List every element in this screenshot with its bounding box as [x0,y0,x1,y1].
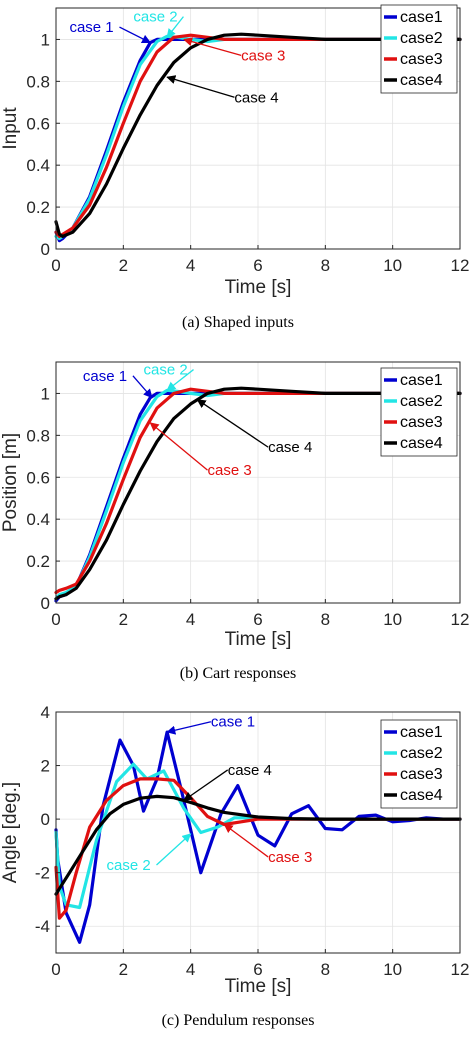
legend-label-case3: case3 [400,51,443,68]
series-line-case3 [54,387,462,595]
legend-label-case4: case4 [400,787,443,804]
annotation-arrow [183,37,242,57]
x-tick-label: 8 [321,610,330,629]
x-tick-label: 2 [119,256,128,275]
legend: case1 case2 case3 case4 [380,4,458,94]
legend-label-case3: case3 [400,766,443,783]
series-line-case2 [54,388,462,601]
y-tick-label: 0.4 [26,510,50,529]
x-tick-label: 4 [186,960,195,979]
legend-label-case2: case2 [400,30,443,47]
series-line-case4 [54,32,462,238]
y-tick-label: 0.8 [26,426,50,445]
legend-label-case1: case1 [400,9,443,26]
y-tick-label: 0.8 [26,72,50,91]
annotation-label: case 4 [268,439,312,456]
y-tick-label: 0.4 [26,156,50,175]
legend-label-case3: case3 [400,414,443,431]
legend-label-case2: case2 [400,393,443,410]
y-tick-label: 1 [41,384,50,403]
legend: case1 case2 case3 case4 [380,719,458,809]
chart-panel-1: 0 2 4 6 8 10 12 0 0.2 0.4 0.6 0.8 1 Time [s] Input (a) … [0,4,470,331]
figure-caption: (c) Pendulum responses [162,1012,315,1029]
y-tick-label: 0 [41,240,50,259]
legend-label-case2: case2 [400,745,443,762]
y-tick-label: 0 [41,810,50,829]
x-tick-label: 0 [51,256,60,275]
series-line-case3 [54,33,462,238]
x-axis-label: Time [s] [225,976,292,997]
y-tick-label: 1 [41,30,50,49]
annotation-arrow [166,75,235,98]
y-axis-label: Input [0,107,21,150]
y-tick-label: 0.6 [26,114,50,133]
annotation-arrow [223,823,269,858]
annotation-arrow [156,833,192,866]
annotation-arrow [196,399,269,448]
figure-caption: (a) Shaped inputs [182,314,294,331]
annotation-label: case 3 [268,849,312,866]
x-tick-label: 6 [253,610,262,629]
chart-panel-3: 0 2 4 6 8 10 12 -4 -2 0 2 4 Time [s] Angle [deg.] (c) … [0,703,469,1029]
y-tick-label: 0.6 [26,468,50,487]
annotation-arrow [149,422,208,471]
y-tick-label: 4 [41,703,50,722]
y-tick-label: 2 [41,757,50,776]
x-tick-label: 2 [119,610,128,629]
figure-caption: (b) Cart responses [180,665,296,682]
x-tick-label: 6 [253,256,262,275]
x-tick-label: 4 [186,256,195,275]
series-line-case4 [54,386,462,601]
annotation-arrow [183,769,229,801]
y-tick-label: -2 [35,864,50,883]
annotation-arrow [166,721,212,735]
y-axis-label: Angle [deg.] [0,782,21,883]
x-axis-label: Time [s] [225,629,292,650]
x-tick-label: 4 [186,610,195,629]
y-axis-label: Position [m] [0,433,21,532]
x-tick-label: 12 [451,960,470,979]
annotation-arrow [119,26,152,44]
x-axis-label: Time [s] [225,277,292,298]
chart-panel-2: 0 2 4 6 8 10 12 0 0.2 0.4 0.6 0.8 1 Time [s] Position … [0,361,470,682]
legend-label-case4: case4 [400,72,443,89]
annotation-label: case 2 [144,362,188,379]
y-tick-label: 0.2 [26,552,50,571]
x-tick-label: 0 [51,960,60,979]
x-tick-label: 12 [451,610,470,629]
annotation-label: case 2 [133,9,177,26]
x-tick-label: 10 [383,256,402,275]
x-tick-label: 6 [253,960,262,979]
x-tick-label: 0 [51,610,60,629]
y-tick-label: 0 [41,594,50,613]
annotation-label: case 1 [69,19,113,36]
annotation-label: case 1 [211,714,255,731]
annotation-label: case 4 [234,89,278,106]
x-tick-label: 10 [383,610,402,629]
x-tick-label: 8 [321,960,330,979]
legend-label-case1: case1 [400,372,443,389]
series-line-case4 [54,794,462,896]
legend-label-case4: case4 [400,435,443,452]
annotation-label: case 1 [83,368,127,385]
y-tick-label: 0.2 [26,198,50,217]
y-tick-label: -4 [35,917,50,936]
x-tick-label: 2 [119,960,128,979]
x-tick-label: 8 [321,256,330,275]
annotation-arrow [166,16,184,39]
annotation-arrow [166,369,194,391]
annotation-label: case 4 [228,762,272,779]
legend-label-case1: case1 [400,724,443,741]
annotation-label: case 3 [241,47,285,64]
annotation-arrow [132,375,153,399]
annotation-label: case 3 [208,462,252,479]
annotation-label: case 2 [107,857,151,874]
x-tick-label: 12 [451,256,470,275]
legend-box [380,4,458,94]
x-tick-label: 10 [383,960,402,979]
legend: case1 case2 case3 case4 [380,367,458,457]
